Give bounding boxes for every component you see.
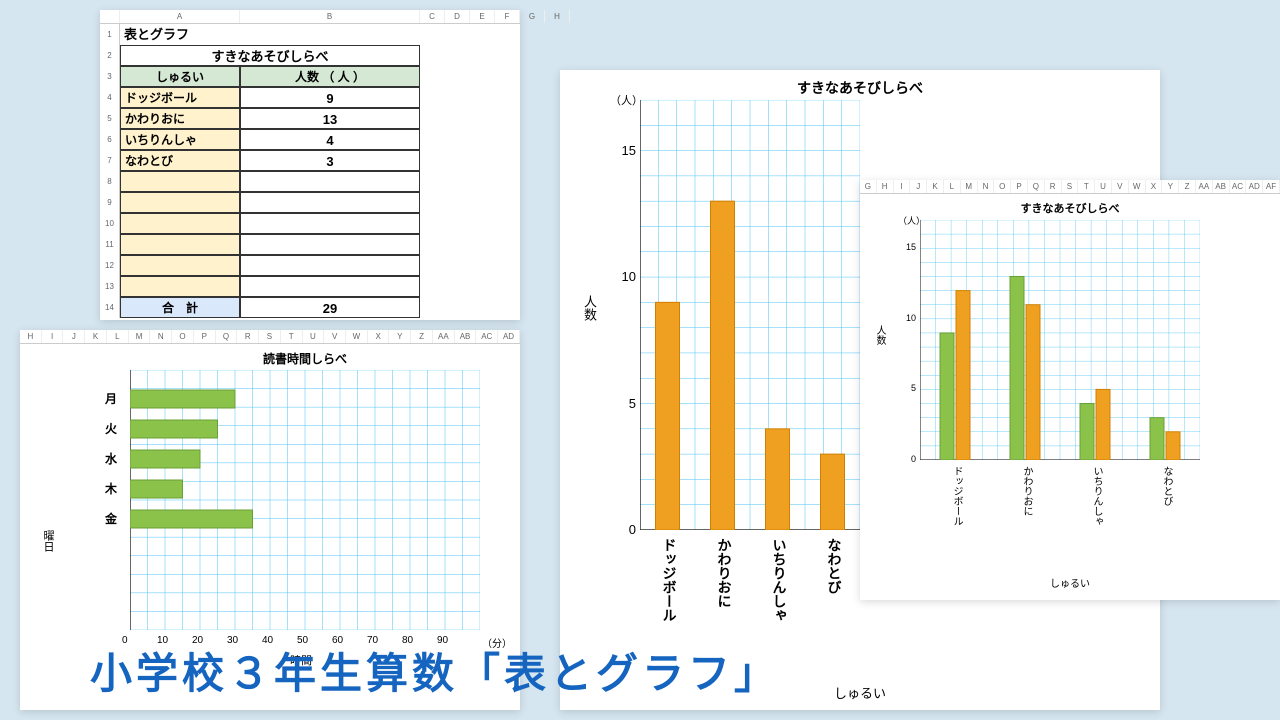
page-title: 小学校３年生算数「表とグラフ」 [90,640,780,701]
bar-series2 [956,291,970,460]
bar-series1 [1080,404,1094,460]
y-tick-label: 10 [612,269,636,284]
table-title: すきなあそびしらべ [120,45,420,66]
category-label: 火 [105,420,117,437]
bar-series2 [1026,305,1040,460]
category-label: ドッジボール [949,466,964,526]
table-cell-category: いちりんしゃ [120,129,240,150]
bar-series2 [1166,432,1180,460]
table-header-col1: しゅるい [120,66,240,87]
bar-series1 [1150,418,1164,460]
y-tick-label: 10 [900,313,916,323]
table-cell-category: ドッジボール [120,87,240,108]
column-headers: HIJKLMNOPQRSTUVWXYZAAABACAD [20,330,520,344]
table-cell-category: なわとび [120,150,240,171]
y-axis-label: 人数 [872,325,887,345]
y-tick-label: 5 [612,396,636,411]
table-total-label: 合 計 [120,297,240,318]
bar [711,201,735,530]
bar-series2 [1096,389,1110,460]
y-unit: （人） [610,92,643,108]
category-label: かわりおに [715,538,735,608]
bar [656,302,680,530]
category-label: 木 [105,480,117,497]
category-label: かわりおに [1019,466,1034,516]
category-label: 水 [105,450,117,467]
table-cell-value: 3 [240,150,420,171]
x-axis-label: しゅるい [860,575,1280,590]
column-headers: ABCDEFGH [100,10,520,24]
bar [130,450,200,468]
y-tick-label: 5 [900,383,916,393]
chart-title: 読書時間しらべ [130,350,480,367]
bar [766,429,790,530]
y-axis-label: 人数 [580,295,599,321]
table-panel: ABCDEFGH 1234567891011121314表とグラフすきなあそびし… [100,10,520,320]
y-tick-label: 0 [612,522,636,537]
table-cell-category: かわりおに [120,108,240,129]
category-label: いちりんしゃ [770,538,790,622]
y-tick-label: 0 [900,454,916,464]
y-tick-label: 15 [612,143,636,158]
table-cell-value: 9 [240,87,420,108]
bar-series1 [1010,276,1024,460]
bar [821,454,845,530]
grouped-chart-panel: GHIJKLMNOPQRSTUVWXYZAAABACADAFすきなあそびしらべ（… [860,180,1280,600]
chart-title: すきなあそびしらべ [560,78,1160,98]
y-tick-label: 15 [900,242,916,252]
bar-series1 [940,333,954,460]
table-total-value: 29 [240,297,420,318]
category-label: ドッジボール [660,538,680,622]
bar [130,420,218,438]
column-headers: GHIJKLMNOPQRSTUVWXYZAAABACADAF [860,180,1280,194]
category-label: なわとび [1159,466,1174,506]
y-axis-label: 曜日 [40,530,56,552]
bar [130,510,253,528]
table-heading: 表とグラフ [120,24,189,45]
table-cell-value: 13 [240,108,420,129]
table-header-col2: 人数 （ 人 ） [240,66,420,87]
bar [130,390,235,408]
category-label: いちりんしゃ [1089,466,1104,526]
category-label: なわとび [825,538,845,594]
bar [130,480,183,498]
category-label: 月 [105,390,117,407]
table-cell-value: 4 [240,129,420,150]
category-label: 金 [105,510,117,527]
